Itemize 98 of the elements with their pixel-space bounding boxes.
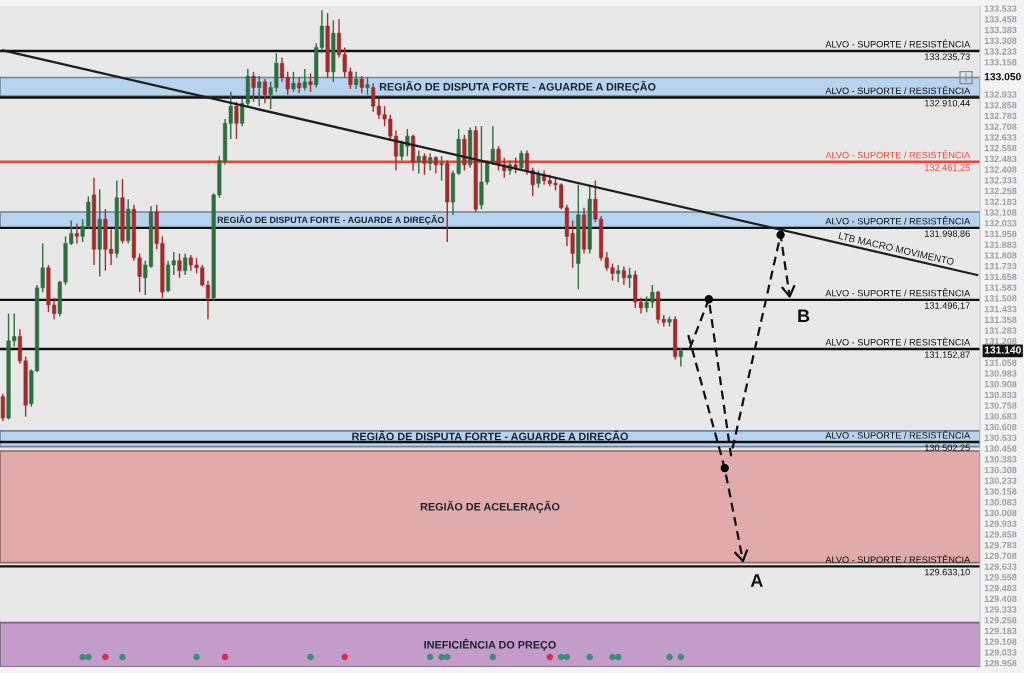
candlestick [428,152,433,172]
y-tick-label: 131.208 [984,338,1017,345]
candlestick [183,252,188,276]
candlestick [496,145,501,172]
candlestick [251,71,256,103]
y-tick-label: 131.058 [984,359,1017,366]
y-tick-label: 129.258 [984,617,1017,624]
y-tick-label: 129.708 [984,552,1017,560]
y-tick-label: 132.333 [984,177,1017,184]
y-tick-label: 129.483 [984,584,1017,592]
y-tick-label: 133.158 [984,59,1017,66]
candlestick [262,78,267,104]
candlestick [302,68,307,92]
y-tick-label: 131.283 [984,327,1017,334]
band-label: REGIÃO DE ACELERAÇÃO [420,500,560,513]
y-tick-label: 130.908 [984,380,1017,388]
y-tick-label: 133.383 [984,26,1017,34]
y-tick-label: 132.483 [984,155,1017,163]
y-tick-label: 131.433 [984,305,1017,313]
y-tick-label: 133.533 [984,5,1017,12]
y-tick-label: 132.708 [984,123,1017,130]
y-tick-label: 132.933 [984,91,1017,98]
y-tick-label: 131.583 [984,284,1017,291]
y-tick-label: 132.033 [984,220,1017,227]
y-tick-label: 129.633 [984,563,1017,570]
y-tick-label: 130.608 [984,423,1017,431]
y-tick-label: 132.858 [984,101,1017,109]
y-tick-label: 129.108 [984,638,1017,645]
y-tick-label: 131.883 [984,241,1017,248]
candlestick [621,265,626,286]
band-label: REGIÃO DE DISPUTA FORTE - AGUARDE A DIREÇÃO [379,80,656,93]
y-tick-label: 129.558 [984,574,1017,581]
y-tick-label: 129.408 [984,595,1017,602]
candlestick [519,149,524,172]
y-tick-label: 130.458 [984,445,1017,452]
y-tick-label: 132.183 [984,198,1017,205]
y-tick-label: 130.533 [984,434,1017,442]
candlestick [422,152,427,176]
ref-line-label: ALVO - SUPORTE / RESISTÊNCIA 132.461,25 [825,150,971,172]
y-tick-label: 130.233 [984,477,1017,484]
candlestick [439,155,444,182]
y-tick-label: 130.758 [984,402,1017,409]
y-tick-label: 128.958 [984,659,1017,667]
ref-line-label: ALVO - SUPORTE / RESISTÊNCIA 132.910,44 [825,85,971,108]
y-tick-label: 130.308 [984,466,1017,474]
y-tick-label: 129.933 [984,520,1017,527]
annotation: 131.140 [984,346,1021,354]
ref-line-label: ALVO - SUPORTE / RESISTÊNCIA 130.502,25 [825,430,971,453]
y-tick-label: 133.233 [984,48,1017,55]
candlestick [74,222,79,245]
y-tick-label: 132.108 [984,209,1017,216]
y-tick-label: 129.783 [984,541,1017,549]
y-tick-label: 133.308 [984,37,1017,44]
y-tick-label: 133.458 [984,16,1017,23]
y-tick-label: 130.083 [984,499,1017,506]
candlestick [291,71,296,93]
y-tick-label: 130.383 [984,456,1017,463]
y-tick-label: 129.033 [984,649,1017,656]
y-tick-label: 130.683 [984,413,1017,420]
candlestick [416,149,421,175]
candlestick [524,149,530,176]
y-tick-label: 132.633 [984,134,1017,141]
candlestick [234,101,239,140]
band-label: INEFICIÊNCIA DO PREÇO [424,638,556,651]
band-label: REGIÃO DE DISPUTA FORTE - AGUARDE A DIREÇÃO [352,430,628,443]
y-tick-label: 132.783 [984,112,1017,120]
band-label: REGIÃO DE DISPUTA FORTE - AGUARDE A DIREÇÃO [217,215,444,225]
annotation: B [798,309,810,323]
y-tick-label: 130.983 [984,370,1017,377]
y-tick-label: 130.008 [984,509,1017,517]
candlestick [490,125,495,166]
candlestick [297,76,302,94]
y-tick-label: 130.833 [984,391,1017,399]
candlestick [0,393,5,422]
y-tick-label: 130.158 [984,488,1017,495]
y-tick-label: 132.258 [984,187,1017,195]
y-tick-label: 131.958 [984,230,1017,238]
y-tick-label: 131.733 [984,262,1017,270]
candlestick [308,72,313,93]
y-tick-label: 132.408 [984,166,1017,173]
y-tick-label: 131.358 [984,316,1017,323]
candlestick [257,75,262,107]
annotation: A [750,574,763,587]
ref-line-label: ALVO - SUPORTE / RESISTÊNCIA 131.496,17 [825,288,971,310]
y-tick-label: 131.808 [984,252,1017,259]
y-tick-label: 131.508 [984,295,1017,302]
y-tick-label: 132.558 [984,144,1017,152]
candlestick [678,347,683,368]
y-tick-label: 129.858 [984,531,1017,538]
ref-line-label: ALVO - SUPORTE / RESISTÊNCIA 133.235,73 [825,39,971,61]
ref-line-label: ALVO - SUPORTE / RESISTÊNCIA 129.633,10 [825,554,971,577]
ref-line-label: ALVO - SUPORTE / RESISTÊNCIA 131.152,87 [825,337,971,359]
y-tick-label: 131.658 [984,273,1017,281]
candlestick [177,252,182,279]
candlestick [627,267,632,289]
y-tick-label: 129.333 [984,606,1017,613]
annotation: 133.050 [984,73,1021,81]
y-tick-label: 129.183 [984,627,1017,635]
